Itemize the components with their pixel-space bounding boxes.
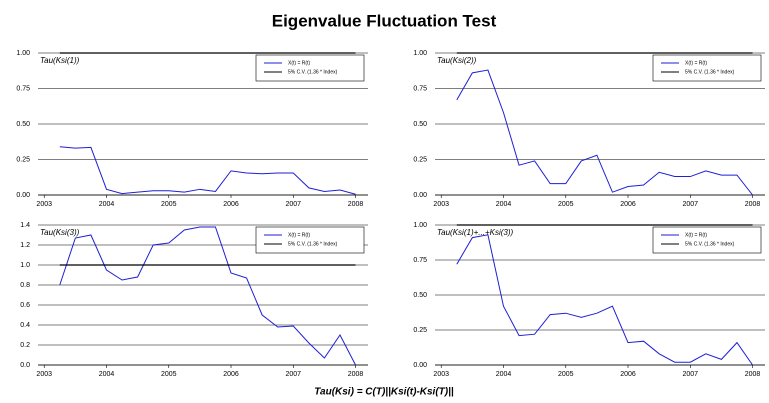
x-tick-label: 2004 bbox=[496, 201, 512, 208]
y-tick-label: 0.6 bbox=[20, 302, 30, 309]
legend-label: X(t) = R(t) bbox=[288, 232, 310, 238]
x-tick-label: 2008 bbox=[348, 371, 364, 378]
x-tick-label: 2006 bbox=[223, 201, 239, 208]
y-tick-label: 1.0 bbox=[20, 262, 30, 269]
y-tick-label: 0.00 bbox=[413, 362, 427, 369]
y-tick-label: 0.4 bbox=[20, 322, 30, 329]
legend-label: 5% C.V. (1.36 * Index) bbox=[288, 69, 338, 75]
legend-label: X(t) = R(t) bbox=[288, 60, 310, 66]
y-tick-label: 0.0 bbox=[20, 362, 30, 369]
y-tick-label: 0.00 bbox=[413, 192, 427, 199]
subplot: 0.00 0.25 0.50 0.75 1.00 2003 2004 2005 2006 2007… bbox=[413, 50, 765, 208]
series-line bbox=[59, 146, 356, 195]
x-tick-label: 2003 bbox=[433, 201, 449, 208]
y-tick-label: 1.00 bbox=[413, 50, 427, 57]
y-tick-label: 0.50 bbox=[413, 292, 427, 299]
y-tick-label: 1.00 bbox=[16, 50, 30, 57]
subplot-title: Tau(Ksi(2)) bbox=[437, 56, 477, 65]
legend-label: X(t) = R(t) bbox=[685, 232, 707, 238]
x-tick-label: 2006 bbox=[223, 371, 239, 378]
y-tick-label: 1.2 bbox=[20, 242, 30, 249]
y-tick-label: 0.25 bbox=[413, 327, 427, 334]
x-tick-label: 2007 bbox=[285, 371, 301, 378]
y-tick-label: 0.75 bbox=[413, 85, 427, 92]
footnote: Tau(Ksi) = C(T)||Ksi(t)-Ksi(T)|| bbox=[314, 387, 454, 398]
x-tick-label: 2007 bbox=[285, 201, 301, 208]
y-tick-label: 0.00 bbox=[16, 192, 30, 199]
subplot: 0.00 0.25 0.50 0.75 1.00 2003 2004 2005 2006 2007… bbox=[413, 222, 765, 378]
y-tick-label: 1.00 bbox=[413, 222, 427, 229]
y-tick-label: 0.75 bbox=[413, 257, 427, 264]
legend-box bbox=[255, 54, 365, 82]
x-tick-label: 2008 bbox=[745, 201, 761, 208]
x-tick-label: 2007 bbox=[682, 201, 698, 208]
subplot-title: Tau(Ksi(1)+...+Ksi(3)) bbox=[437, 228, 514, 237]
x-tick-label: 2006 bbox=[620, 201, 636, 208]
y-tick-label: 0.50 bbox=[16, 121, 30, 128]
legend-label: X(t) = R(t) bbox=[685, 60, 707, 66]
x-tick-label: 2008 bbox=[745, 371, 761, 378]
subplot-title: Tau(Ksi(1)) bbox=[40, 56, 80, 65]
y-tick-label: 0.50 bbox=[413, 121, 427, 128]
legend-label: 5% C.V. (1.36 * Index) bbox=[685, 69, 735, 75]
x-tick-label: 2006 bbox=[620, 371, 636, 378]
x-tick-label: 2005 bbox=[161, 201, 177, 208]
legend-box bbox=[652, 226, 762, 254]
x-tick-label: 2005 bbox=[558, 371, 574, 378]
y-tick-label: 0.25 bbox=[16, 156, 30, 163]
legend-label: 5% C.V. (1.36 * Index) bbox=[685, 241, 735, 247]
y-tick-label: 0.2 bbox=[20, 342, 30, 349]
x-tick-label: 2003 bbox=[36, 201, 52, 208]
chart-title: Eigenvalue Fluctuation Test bbox=[272, 11, 497, 30]
y-tick-label: 0.8 bbox=[20, 282, 30, 289]
subplot-title: Tau(Ksi(3)) bbox=[40, 228, 80, 237]
x-tick-label: 2005 bbox=[558, 201, 574, 208]
x-tick-label: 2008 bbox=[348, 201, 364, 208]
legend-label: 5% C.V. (1.36 * Index) bbox=[288, 241, 338, 247]
x-tick-label: 2004 bbox=[99, 201, 115, 208]
subplot: 0.0 0.2 0.4 0.6 0.8 1.0 1.2 1.4 2003 2004 2005 2006… bbox=[20, 222, 368, 378]
x-tick-label: 2004 bbox=[99, 371, 115, 378]
y-tick-label: 1.4 bbox=[20, 222, 30, 229]
y-tick-label: 0.25 bbox=[413, 156, 427, 163]
x-tick-label: 2003 bbox=[433, 371, 449, 378]
y-tick-label: 0.75 bbox=[16, 85, 30, 92]
x-tick-label: 2003 bbox=[36, 371, 52, 378]
x-tick-label: 2005 bbox=[161, 371, 177, 378]
legend-box bbox=[255, 226, 365, 254]
series-line bbox=[456, 69, 753, 196]
legend-box bbox=[652, 54, 762, 82]
series-line bbox=[456, 234, 753, 366]
subplot: 0.00 0.25 0.50 0.75 1.00 2003 2004 2005 2006 2007… bbox=[16, 50, 368, 208]
x-tick-label: 2004 bbox=[496, 371, 512, 378]
x-tick-label: 2007 bbox=[682, 371, 698, 378]
series-line bbox=[59, 226, 356, 366]
